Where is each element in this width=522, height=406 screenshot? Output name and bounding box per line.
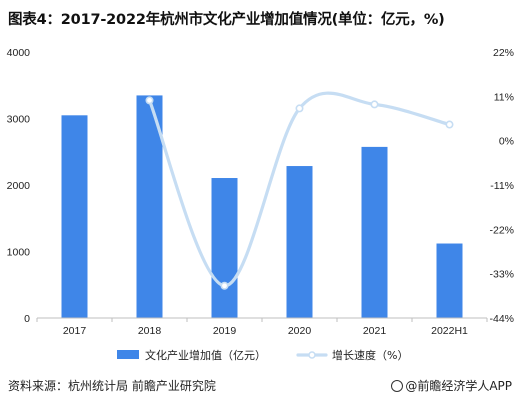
growth-point: [220, 281, 229, 290]
right-tick-label: -33%: [489, 269, 514, 281]
bar: [436, 243, 463, 318]
left-tick-label: 0: [24, 313, 30, 325]
growth-point: [145, 96, 154, 105]
x-tick-label: 2020: [288, 325, 312, 337]
legend-bar-swatch: [117, 350, 139, 359]
bar: [61, 115, 88, 318]
right-tick-label: -22%: [489, 224, 514, 236]
right-tick-label: 11%: [494, 91, 514, 103]
growth-point: [370, 100, 379, 109]
x-tick-label: 2021: [363, 325, 387, 337]
right-tick-label: 0%: [499, 136, 514, 148]
x-tick-label: 2019: [213, 325, 237, 337]
brand-logo-icon: [391, 380, 404, 392]
legend-line-marker: [308, 351, 316, 359]
bar: [136, 95, 163, 318]
legend-bar-label: 文化产业增加值（亿元）: [145, 348, 266, 362]
bar: [286, 166, 313, 318]
brand-text: @前瞻经济学人APP: [405, 379, 512, 393]
x-tick-label: 2018: [138, 325, 162, 337]
growth-point: [445, 120, 454, 129]
x-tick-label: 2022H1: [431, 325, 468, 337]
line-series: [145, 91, 454, 290]
legend: 文化产业增加值（亿元） 增长速度（%）: [117, 348, 408, 362]
bar: [361, 146, 388, 318]
growth-line: [147, 91, 452, 288]
left-tick-label: 1000: [7, 247, 31, 259]
left-tick-label: 3000: [7, 114, 31, 126]
bar-series: [61, 95, 463, 318]
right-tick-label: -11%: [490, 180, 514, 192]
right-tick-label: 22%: [493, 47, 514, 59]
chart-canvas: 0 1000 2000 3000 4000 -44% -33% -22% -11% 0% 11% 2…: [7, 47, 514, 362]
left-axis-ticks: 0 1000 2000 3000 4000: [7, 47, 31, 325]
right-tick-label: -44%: [489, 313, 514, 325]
growth-point: [295, 104, 304, 113]
x-tick-label: 2017: [63, 325, 87, 337]
chart-title: 图表4：2017-2022年杭州市文化产业增加值情况(单位：亿元，%): [8, 12, 445, 28]
left-tick-label: 2000: [7, 180, 31, 192]
right-axis-ticks: -44% -33% -22% -11% 0% 11% 22%: [489, 47, 514, 325]
source-note: 资料来源：杭州统计局 前瞻产业研究院: [8, 379, 216, 393]
bar: [211, 178, 238, 318]
left-tick-label: 4000: [7, 47, 31, 59]
legend-line-label: 增长速度（%）: [332, 348, 408, 362]
x-axis: 2017 2018 2019 2020 2021 2022H1: [36, 317, 488, 337]
brand-mark: @前瞻经济学人APP: [391, 377, 512, 394]
